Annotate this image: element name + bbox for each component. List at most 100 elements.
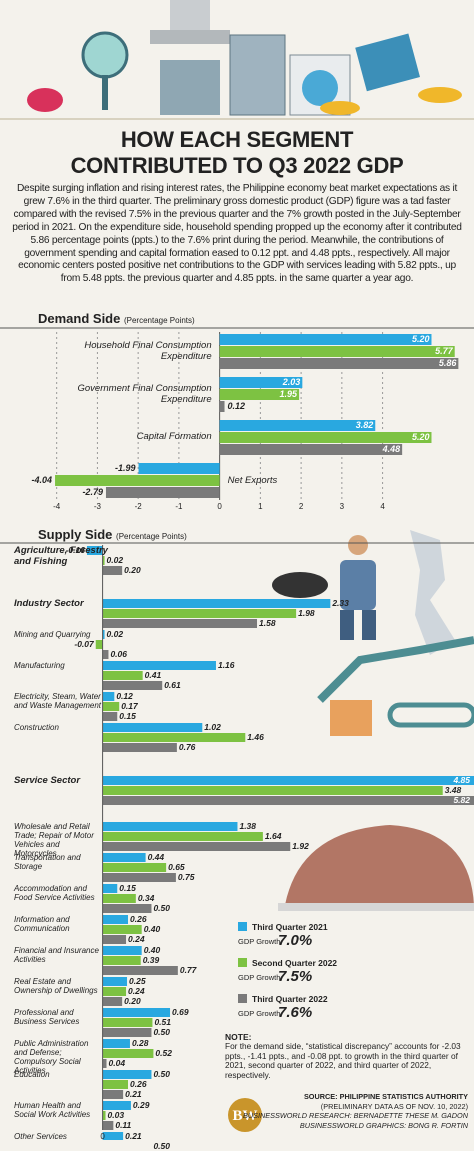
- x-tick-label: 4: [380, 502, 385, 511]
- category-label: Construction: [14, 723, 59, 732]
- bar: [102, 966, 178, 975]
- value-label: -0.16: [65, 545, 85, 555]
- x-tick-label: -3: [93, 502, 101, 511]
- value-label: 1.38: [239, 821, 257, 831]
- category-label: Human Health and Social Work Activities: [14, 1101, 91, 1119]
- value-label: 0.50: [153, 1027, 170, 1037]
- value-label: 0.03: [107, 1110, 125, 1120]
- range-hood: [150, 30, 230, 44]
- bar: [102, 1080, 129, 1089]
- logo: [228, 1098, 262, 1132]
- bar: [103, 1142, 152, 1151]
- value-label: 4.85: [453, 775, 470, 785]
- value-label: 0.26: [130, 1079, 147, 1089]
- legend-caption: GDP Growth: [238, 973, 281, 982]
- legend-swatch: [238, 922, 247, 931]
- bar: [102, 1132, 124, 1140]
- value-label: 0.69: [172, 1007, 189, 1017]
- bar: [102, 946, 142, 955]
- bar: [102, 904, 152, 913]
- bar: [86, 546, 103, 555]
- bar: [102, 1059, 107, 1068]
- value-label: 0.20: [124, 996, 141, 1006]
- range-hood: [170, 0, 210, 30]
- bar: [102, 630, 105, 639]
- bar: [102, 599, 331, 608]
- bar: [102, 842, 291, 851]
- fridge: [229, 34, 286, 116]
- bar: [219, 432, 432, 443]
- value-label: -2.79: [82, 487, 103, 497]
- washer-door: [302, 70, 338, 106]
- bar: [102, 556, 105, 565]
- value-label: 0.50: [153, 903, 170, 913]
- value-label: 0.26: [130, 914, 147, 924]
- bar: [102, 661, 216, 670]
- legend-growth: 7.6%: [278, 1004, 313, 1021]
- value-label: 0.24: [128, 986, 145, 996]
- category-label: Information and Communication: [14, 915, 70, 933]
- bar: [102, 609, 297, 618]
- bar: [102, 894, 136, 903]
- credit: SOURCE: PHILIPPINE STATISTICS AUTHORITY: [303, 1092, 468, 1101]
- category-label: Financial and Insurance Activities: [14, 946, 99, 964]
- bar: [95, 640, 103, 649]
- bar: [219, 389, 300, 400]
- bar: [102, 935, 127, 944]
- value-label: 0.61: [164, 680, 181, 690]
- category-label: Capital Formation: [136, 431, 212, 443]
- bar: [102, 1070, 152, 1079]
- robot-arm: [317, 636, 474, 703]
- value-label: 0.02: [106, 629, 124, 639]
- chart-subtitle: (Percentage Points): [123, 316, 195, 325]
- value-label: 0.06: [110, 649, 127, 659]
- value-label: 0.24: [128, 934, 145, 944]
- bar: [105, 487, 220, 498]
- bar: [102, 1028, 152, 1037]
- bar: [102, 566, 123, 575]
- bar: [102, 853, 146, 862]
- value-label: 0.12: [227, 401, 246, 411]
- calculator: [355, 33, 420, 92]
- value-label: 0.44: [147, 852, 165, 862]
- value-label: 0.34: [137, 893, 155, 903]
- legend-growth: 7.0%: [278, 932, 313, 949]
- value-label: 1.02: [204, 722, 221, 732]
- bar: [102, 1039, 130, 1048]
- box: [330, 700, 372, 736]
- bar: [102, 723, 203, 732]
- bar: [102, 956, 141, 965]
- value-label: 0.75: [177, 872, 195, 882]
- title: HOW EACH SEGMENT: [120, 127, 354, 152]
- value-label: 0.11: [115, 1120, 132, 1130]
- bar: [102, 796, 474, 805]
- vacuum: [27, 88, 63, 112]
- cloche: [285, 825, 474, 905]
- legend-swatch: [238, 994, 247, 1003]
- farmer-leg: [362, 610, 376, 640]
- legend-swatch: [238, 958, 247, 967]
- bar: [102, 712, 118, 721]
- category-label: Accommodation and Food Service Activitie…: [14, 884, 95, 902]
- category-label: Mining and Quarrying: [14, 630, 91, 639]
- category-label: Public Administration and Defense; Compu…: [14, 1039, 89, 1075]
- bar: [102, 1049, 154, 1058]
- x-tick-label: 0: [100, 1132, 105, 1141]
- value-label: 0.12: [116, 691, 133, 701]
- chart-title: Demand Side (Percentage Points): [38, 311, 195, 326]
- category-label: Manufacturing: [14, 661, 65, 670]
- category-label: Agriculture, Forestry and Fishing: [14, 545, 108, 567]
- legend-growth: 7.5%: [278, 968, 313, 985]
- value-label: 1.58: [259, 618, 276, 628]
- chart-subtitle: (Percentage Points): [116, 532, 187, 541]
- bar: [102, 987, 127, 996]
- value-label: 2.03: [282, 377, 301, 387]
- divider: [0, 118, 474, 120]
- bar: [102, 925, 142, 934]
- bar: [102, 873, 176, 882]
- category-label: Other Services: [14, 1132, 67, 1141]
- bar: [219, 334, 432, 345]
- value-label: 5.77: [435, 346, 453, 356]
- category-label: Net Exports: [227, 475, 278, 486]
